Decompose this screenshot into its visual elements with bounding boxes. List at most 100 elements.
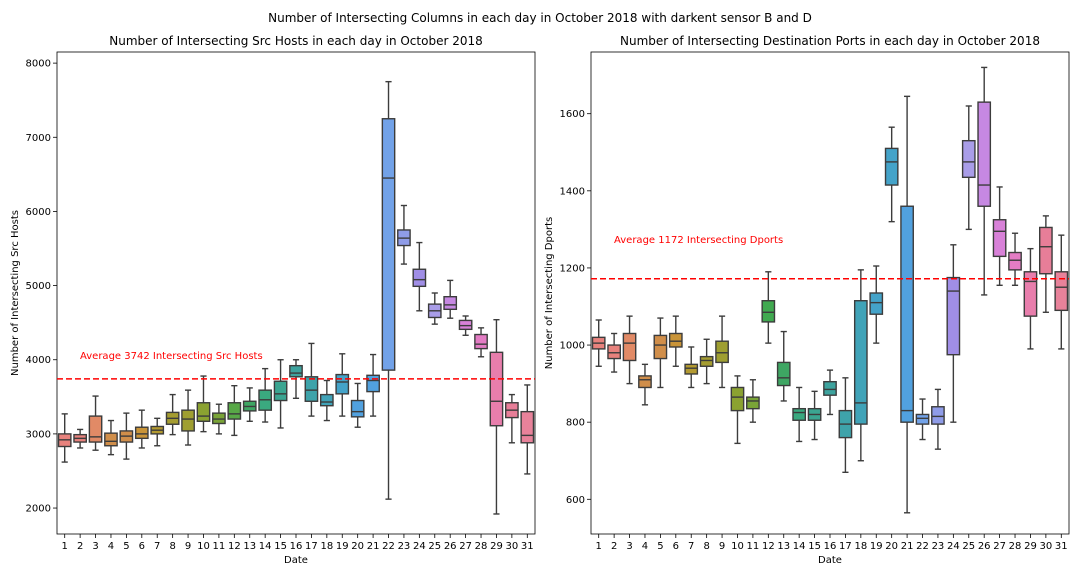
box-29: [1023, 271, 1038, 317]
dports-x-tick-label: 15: [808, 541, 821, 552]
box-6: [134, 426, 149, 440]
src-hosts-x-tick-label: 11: [213, 541, 226, 552]
box-6: [668, 332, 683, 348]
src-hosts-x-tick-label: 14: [259, 541, 272, 552]
box-21: [366, 374, 380, 393]
src-hosts-x-axis-label: Date: [284, 555, 308, 566]
src-hosts-x-tick-label: 29: [490, 541, 503, 552]
src-hosts-x-tick-label: 22: [382, 541, 395, 552]
dports-boxes: [591, 66, 1069, 514]
src-hosts-x-tick-label: 30: [506, 541, 519, 552]
src-hosts-boxes: [57, 80, 535, 515]
box-10: [730, 386, 745, 412]
box-13: [776, 361, 791, 387]
src-hosts-plot-area: [56, 51, 536, 535]
dports-x-tick-label: 25: [962, 541, 975, 552]
src-hosts-x-tick-label: 5: [123, 541, 129, 552]
src-hosts-x-tick-label: 18: [320, 541, 333, 552]
dports-x-tick-label: 28: [1009, 541, 1022, 552]
src-hosts-x-tick-label: 4: [108, 541, 114, 552]
dports-x-tick-label: 31: [1055, 541, 1068, 552]
box-5: [653, 334, 668, 360]
box-11: [212, 412, 226, 425]
src-hosts-x-tick-label: 24: [413, 541, 426, 552]
src-hosts-x-tick-label: 26: [444, 541, 457, 552]
box-14: [792, 407, 807, 421]
box-24: [946, 276, 961, 356]
dports-x-tick-label: 22: [916, 541, 929, 552]
dports-x-tick-label: 30: [1040, 541, 1053, 552]
src-hosts-x-tick-label: 31: [521, 541, 534, 552]
box-20: [350, 399, 365, 418]
src-hosts-x-tick-label: 6: [139, 541, 145, 552]
dports-x-tick-label: 24: [947, 541, 960, 552]
dports-x-tick-label: 18: [854, 541, 867, 552]
dports-x-tick-label: 1: [596, 541, 602, 552]
src-hosts-x-tick-label: 23: [398, 541, 411, 552]
dports-x-tick-label: 3: [626, 541, 632, 552]
box-30: [1039, 226, 1053, 275]
dports-x-tick-label: 4: [642, 541, 648, 552]
dports-x-tick-label: 21: [901, 541, 914, 552]
box-21: [900, 205, 914, 423]
src-hosts-x-tick-label: 12: [228, 541, 241, 552]
src-hosts-y-tick-label: 2000: [26, 504, 51, 515]
src-hosts-x-tick-label: 16: [290, 541, 303, 552]
box-2: [607, 344, 621, 360]
dports-y-tick-label: 800: [566, 418, 585, 429]
src-hosts-y-tick-label: 3000: [26, 429, 51, 440]
dports-x-tick-label: 13: [777, 541, 790, 552]
box-31: [1054, 271, 1069, 312]
dports-y-axis: 600 800 1000 1200 1400 1600: [560, 109, 591, 506]
dports-x-tick-label: 2: [611, 541, 617, 552]
src-hosts-y-tick-label: 8000: [26, 59, 51, 70]
box-18: [853, 300, 868, 425]
src-hosts-x-tick-label: 20: [351, 541, 364, 552]
box-26: [443, 296, 458, 311]
dports-x-tick-label: 11: [747, 541, 760, 552]
box-17: [304, 376, 319, 402]
dports-y-tick-label: 1000: [560, 341, 585, 352]
box-28: [474, 333, 488, 350]
dports-x-tick-label: 23: [932, 541, 945, 552]
dports-panel: Number of Intersecting Destination Ports…: [544, 34, 1070, 566]
box-7: [684, 363, 699, 375]
src-hosts-y-tick-label: 7000: [26, 133, 51, 144]
src-hosts-y-tick-label: 4000: [26, 355, 51, 366]
src-hosts-x-tick-label: 8: [169, 541, 175, 552]
dports-x-axis-label: Date: [818, 555, 842, 566]
box-23: [931, 406, 945, 425]
box-11: [746, 396, 760, 410]
box-26: [977, 101, 992, 207]
box-29: [489, 351, 504, 427]
src-hosts-x-tick-label: 27: [459, 541, 472, 552]
box-12: [761, 300, 776, 323]
box-24: [412, 268, 427, 288]
box-4: [104, 432, 118, 447]
src-hosts-x-tick-label: 19: [336, 541, 349, 552]
box-3: [622, 332, 637, 362]
box-15: [273, 380, 288, 402]
src-hosts-x-tick-label: 1: [62, 541, 68, 552]
dports-x-tick-label: 10: [731, 541, 744, 552]
dports-x-tick-label: 9: [719, 541, 725, 552]
src-hosts-y-axis: 2000 3000 4000 5000 6000 7000 8000: [26, 59, 57, 515]
dports-x-tick-label: 5: [657, 541, 663, 552]
src-hosts-y-tick-label: 5000: [26, 281, 51, 292]
box-12: [227, 402, 242, 420]
src-hosts-x-tick-label: 21: [367, 541, 380, 552]
dports-y-axis-label: Number of Intersecting Dports: [544, 217, 555, 369]
dports-x-tick-label: 14: [793, 541, 806, 552]
box-25: [961, 139, 976, 179]
dports-average-label: Average 1172 Intersecting Dports: [614, 235, 783, 246]
box-8: [699, 355, 714, 367]
box-10: [196, 402, 211, 422]
box-27: [992, 219, 1007, 258]
dports-x-tick-label: 29: [1024, 541, 1037, 552]
dports-x-tick-label: 6: [673, 541, 679, 552]
box-18: [319, 393, 334, 407]
dports-x-axis: 1 2 3 4 5 6 7 8 9 10 11 12 13 14 15 16 17 18 19 20 21 22 23 24 2…: [596, 534, 1068, 552]
src-hosts-x-tick-label: 13: [243, 541, 256, 552]
box-20: [884, 147, 899, 186]
dports-x-tick-label: 19: [870, 541, 883, 552]
